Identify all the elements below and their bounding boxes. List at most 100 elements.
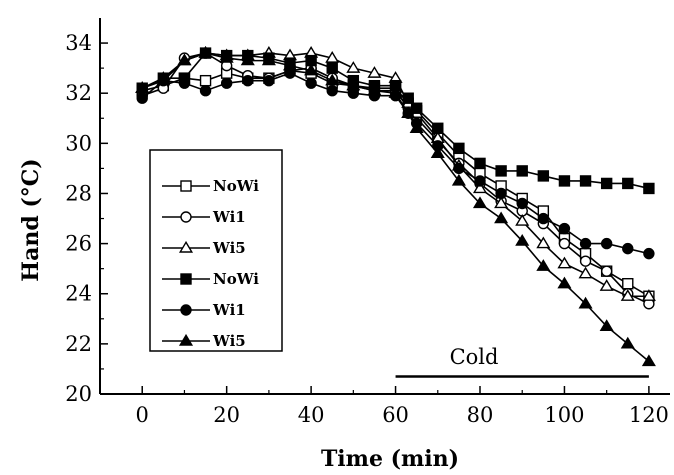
data-point xyxy=(219,51,234,63)
data-point xyxy=(453,142,465,155)
legend-entry: Wi1 xyxy=(162,301,246,319)
x-tick-label: 40 xyxy=(298,403,325,427)
x-tick-label: 100 xyxy=(544,403,584,427)
data-point xyxy=(579,237,592,250)
data-point xyxy=(135,81,150,93)
legend-marker xyxy=(180,211,192,223)
data-point xyxy=(198,46,213,58)
y-tick-label: 26 xyxy=(65,232,92,256)
data-point xyxy=(432,122,444,134)
series-layer xyxy=(135,46,656,367)
data-point xyxy=(558,175,571,187)
y-tick-label: 32 xyxy=(65,81,92,105)
data-point xyxy=(515,234,530,246)
data-point xyxy=(346,61,361,73)
data-point xyxy=(495,165,507,177)
data-point xyxy=(643,182,655,195)
x-tick-label: 60 xyxy=(382,403,409,427)
legend: NoWi Wi1 Wi5 NoWi Wi1 Wi5 xyxy=(162,177,259,350)
data-point xyxy=(325,73,340,86)
x-tick-label: 80 xyxy=(467,403,494,427)
data-point xyxy=(305,77,317,89)
y-tick-label: 22 xyxy=(65,332,92,356)
data-point xyxy=(326,62,338,74)
data-point xyxy=(578,266,593,279)
data-point xyxy=(600,177,613,190)
data-point xyxy=(472,181,488,194)
data-point xyxy=(474,175,486,187)
legend-marker xyxy=(178,240,194,253)
legend-entry: Wi5 xyxy=(162,239,246,257)
data-point xyxy=(622,177,634,190)
data-point xyxy=(515,213,530,226)
data-point xyxy=(178,77,191,89)
x-axis-title: Time (min) xyxy=(321,446,459,472)
data-point xyxy=(240,53,255,66)
data-point xyxy=(156,71,171,83)
data-point xyxy=(579,255,592,267)
data-point xyxy=(558,237,571,250)
data-point xyxy=(537,170,550,182)
data-point xyxy=(261,53,276,66)
legend-entry: Wi1 xyxy=(162,208,246,226)
data-point xyxy=(557,276,572,289)
legend-entry: NoWi xyxy=(162,270,259,288)
data-point xyxy=(453,162,465,175)
data-point xyxy=(220,77,233,89)
data-point xyxy=(622,242,634,255)
data-point xyxy=(641,354,656,367)
data-point xyxy=(242,74,254,87)
data-point xyxy=(199,74,212,87)
data-point xyxy=(326,84,338,97)
data-point xyxy=(304,63,319,76)
legend-label: Wi1 xyxy=(212,208,246,226)
data-point xyxy=(401,106,416,118)
data-point xyxy=(578,296,593,309)
data-point xyxy=(537,212,550,225)
data-point xyxy=(367,83,382,96)
legend-label: Wi1 xyxy=(212,301,246,319)
data-point xyxy=(622,278,634,290)
y-axis-title: Hand (°C) xyxy=(18,158,44,281)
data-point xyxy=(536,236,551,249)
legend-marker xyxy=(180,273,192,285)
x-tick-label: 120 xyxy=(629,403,669,427)
data-point xyxy=(367,66,382,78)
data-point xyxy=(558,222,571,235)
data-point xyxy=(177,53,192,66)
data-point xyxy=(346,78,361,91)
x-tick-label: 20 xyxy=(213,403,240,427)
data-point xyxy=(599,279,614,291)
x-tick-label: 0 xyxy=(136,403,149,427)
legend-entry: Wi5 xyxy=(162,332,246,350)
data-point xyxy=(643,247,655,260)
data-point xyxy=(472,196,488,209)
data-point xyxy=(263,74,275,87)
data-point xyxy=(402,92,414,104)
data-point xyxy=(536,259,551,271)
y-tick-label: 34 xyxy=(65,31,92,55)
data-point xyxy=(516,197,528,210)
data-point xyxy=(557,256,572,269)
data-point xyxy=(430,146,445,159)
legend-marker xyxy=(180,304,192,316)
data-point xyxy=(409,121,424,133)
data-point xyxy=(282,58,298,71)
data-point xyxy=(325,51,340,63)
data-point xyxy=(474,157,486,170)
y-tick-label: 30 xyxy=(65,131,92,155)
data-point xyxy=(494,196,509,209)
data-point xyxy=(641,289,656,301)
data-point xyxy=(600,265,613,277)
data-point xyxy=(620,336,635,349)
cold-annotation-label: Cold xyxy=(450,345,499,369)
y-tick-label: 24 xyxy=(65,282,92,306)
data-point xyxy=(451,173,466,186)
axes: 0 20 40 60 80 100 120 20 22 24 26 28 30 32 34 xyxy=(65,18,670,427)
data-point xyxy=(410,102,423,114)
y-tick-label: 20 xyxy=(65,382,92,406)
data-point xyxy=(494,211,509,224)
legend-label: Wi5 xyxy=(212,332,246,350)
data-point xyxy=(599,319,614,332)
